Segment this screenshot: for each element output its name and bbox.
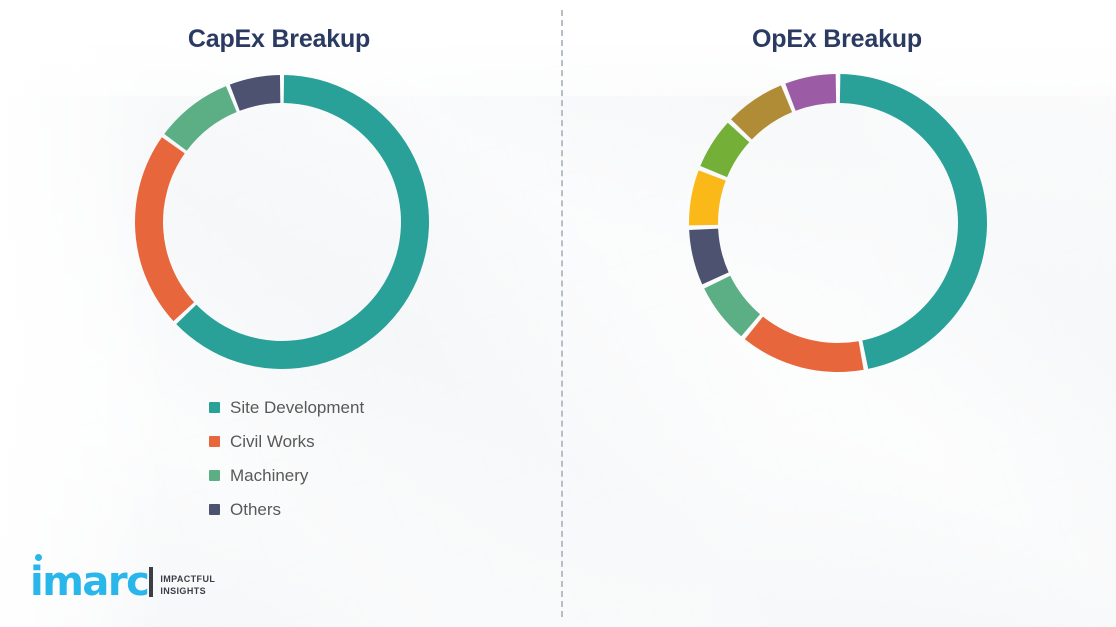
legend-swatch-icon — [209, 401, 220, 413]
logo-dot-icon — [35, 554, 42, 561]
logo-tagline-line1: IMPACTFUL — [160, 574, 216, 585]
donut-slice[interactable] — [700, 122, 750, 178]
capex-donut-svg — [135, 75, 429, 369]
legend-item[interactable]: Others — [209, 492, 364, 526]
donut-slice[interactable] — [730, 85, 793, 140]
capex-legend: Site Development Civil Works Machinery Othe… — [209, 390, 364, 526]
logo-wordmark: imarc — [30, 559, 150, 605]
capex-panel: CapEx Breakup Site Development Civil Work… — [135, 25, 429, 526]
donut-slice[interactable] — [704, 275, 761, 337]
imarc-logo[interactable]: imarc IMPACTFUL INSIGHTS — [30, 554, 215, 605]
legend-item-label: Site Development — [230, 397, 365, 417]
donut-slice[interactable] — [135, 137, 195, 322]
background-top-fade — [0, 0, 1116, 96]
background-left-fade — [0, 0, 170, 627]
legend-swatch-icon — [209, 503, 220, 515]
logo-divider-bar — [149, 567, 154, 598]
opex-donut-chart[interactable] — [689, 74, 988, 373]
donut-slice[interactable] — [164, 86, 237, 151]
legend-swatch-icon — [209, 435, 220, 447]
donut-slice[interactable] — [176, 75, 429, 369]
legend-item[interactable]: Site Development — [209, 390, 364, 424]
opex-chart-title: OpEx Breakup — [752, 25, 922, 53]
logo-tagline-line2: INSIGHTS — [160, 586, 207, 597]
panel-divider — [561, 10, 563, 617]
donut-slice[interactable] — [689, 228, 729, 285]
capex-chart-title: CapEx Breakup — [187, 25, 371, 53]
capex-donut-chart[interactable] — [135, 75, 429, 369]
donut-slice[interactable] — [839, 74, 988, 369]
opex-panel: OpEx Breakup Raw MaterialsSalaries and W… — [558, 0, 1116, 627]
legend-item-label: Civil Works — [230, 431, 315, 451]
legend-item[interactable]: Machinery — [209, 458, 364, 492]
donut-slice[interactable] — [785, 74, 837, 111]
legend-item[interactable]: Civil Works — [209, 424, 364, 458]
opex-donut-svg — [689, 74, 988, 373]
donut-slice[interactable] — [689, 170, 726, 226]
logo-wordmark-group: imarc — [30, 554, 150, 605]
donut-slice[interactable] — [744, 316, 864, 373]
legend-item-label: Others — [230, 499, 282, 519]
legend-swatch-icon — [209, 469, 220, 481]
donut-slice[interactable] — [229, 75, 281, 111]
legend-item-label: Machinery — [230, 465, 309, 485]
logo-tagline: IMPACTFUL INSIGHTS — [160, 573, 215, 599]
